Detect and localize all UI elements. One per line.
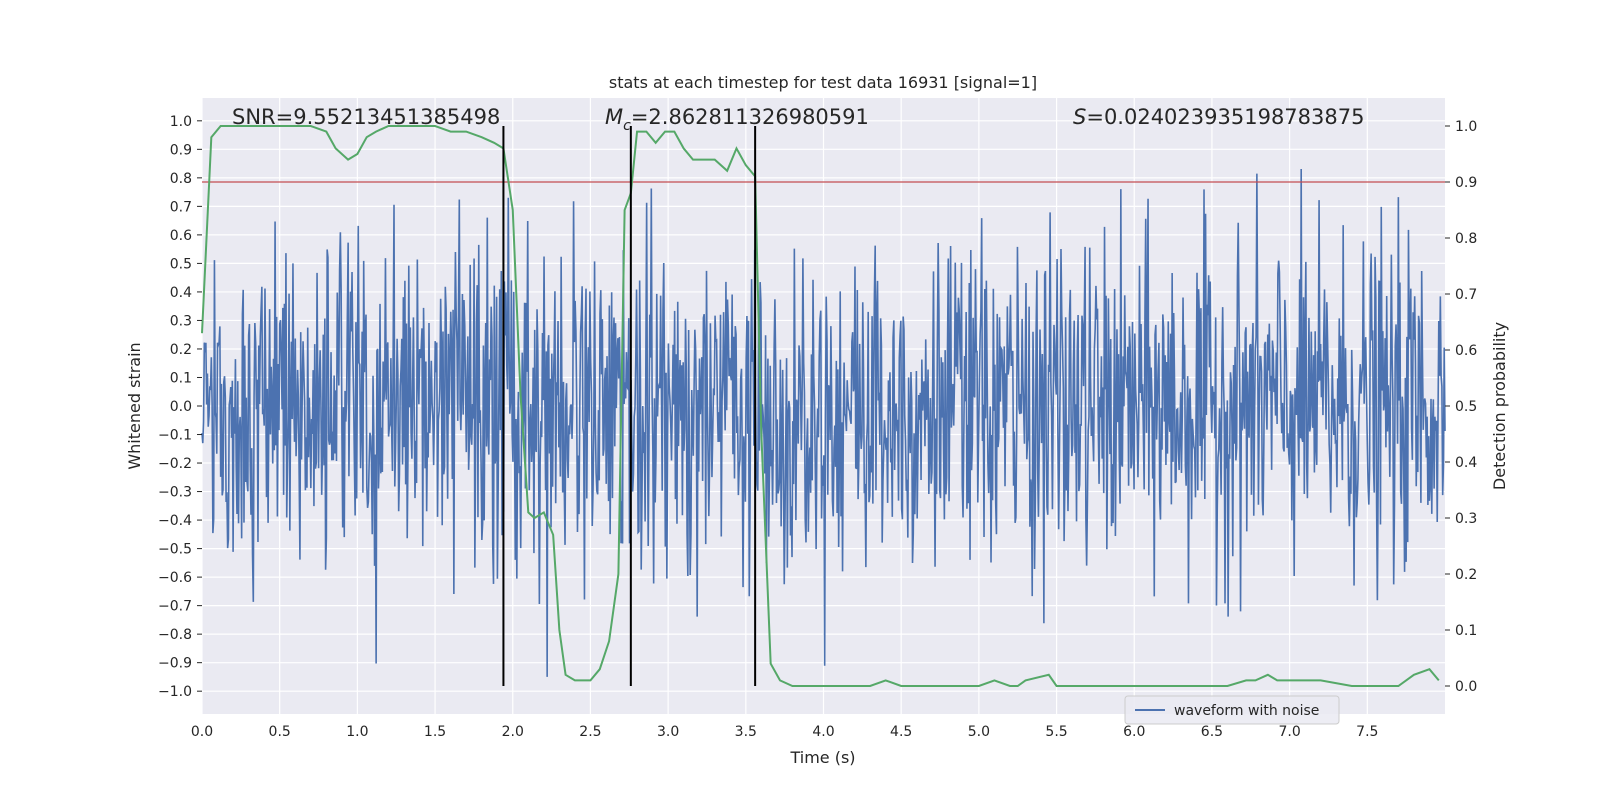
y-right-tick-label: 0.8 — [1455, 231, 1477, 247]
y-right-tick-label: 0.3 — [1455, 511, 1477, 527]
x-axis-ticks: 0.0 0.5 1.0 1.5 2.0 2.5 3.0 3.5 4.0 4.5 5.0 5.5 6.0 6… — [191, 724, 1379, 740]
legend-waveform-label: waveform with noise — [1174, 703, 1319, 719]
waveform-trace — [201, 169, 1446, 677]
x-tick-label: 5.0 — [968, 724, 990, 740]
x-tick-label: 4.5 — [890, 724, 912, 740]
chirp-mass-subscript: c — [623, 118, 631, 134]
s-annotation: S=0.024023935198783875 — [1073, 105, 1364, 129]
y-right-tick-label: 0.0 — [1455, 679, 1477, 695]
y-right-tick-label: 0.9 — [1455, 175, 1477, 191]
y-left-tick-label: 0.9 — [170, 142, 192, 158]
y-right-tick-label: 1.0 — [1455, 119, 1477, 135]
snr-annotation: SNR=9.55213451385498 — [232, 105, 500, 129]
x-tick-label: 7.0 — [1278, 724, 1300, 740]
y-left-tick-label: 0.2 — [170, 342, 192, 358]
y-left-axis-label: Whitened strain — [125, 342, 144, 469]
y-left-tick-label: 0.5 — [170, 256, 192, 272]
y-right-tick-label: 0.4 — [1455, 455, 1477, 471]
y-left-tick-label: 0.0 — [170, 399, 192, 415]
y-right-axis-ticks: 1.0 0.9 0.8 0.7 0.6 0.5 0.4 0.3 0.2 0.1 0.0 — [1445, 119, 1477, 695]
x-tick-label: 3.5 — [735, 724, 757, 740]
y-right-axis-label: Detection probability — [1490, 322, 1509, 490]
waveform-series — [201, 169, 1446, 677]
y-right-tick-label: 0.6 — [1455, 343, 1477, 359]
y-right-tick-label: 0.1 — [1455, 623, 1477, 639]
y-left-tick-label: 0.4 — [170, 285, 192, 301]
y-left-tick-label: −0.7 — [158, 599, 192, 615]
x-tick-label: 6.0 — [1123, 724, 1145, 740]
chart-title: stats at each timestep for test data 169… — [609, 73, 1037, 92]
legend-box — [1124, 695, 1340, 725]
x-tick-label: 0.5 — [269, 724, 291, 740]
y-left-tick-label: −0.1 — [158, 428, 192, 444]
y-right-tick-label: 0.7 — [1455, 287, 1477, 303]
y-left-tick-label: 0.1 — [170, 370, 192, 386]
x-tick-label: 2.5 — [579, 724, 601, 740]
y-right-tick-label: 0.5 — [1455, 399, 1477, 415]
y-left-tick-label: −0.8 — [158, 627, 192, 643]
y-left-axis-ticks: 1.0 0.9 0.8 0.7 0.6 0.5 0.4 0.3 0.2 0.1 0.0 −0.1 −0.… — [158, 114, 202, 700]
y-left-tick-label: 0.3 — [170, 313, 192, 329]
y-left-tick-label: −0.5 — [158, 542, 192, 558]
chirp-mass-value: =2.862811326980591 — [631, 105, 869, 129]
y-left-tick-label: −0.4 — [158, 513, 192, 529]
y-right-tick-label: 0.2 — [1455, 567, 1477, 583]
x-tick-label: 6.5 — [1201, 724, 1223, 740]
y-left-tick-label: 0.8 — [170, 171, 192, 187]
chirp-mass-symbol: M — [605, 105, 623, 129]
y-left-tick-label: −0.9 — [158, 656, 192, 672]
y-left-tick-label: 0.7 — [170, 199, 192, 215]
detection-probability-line — [201, 125, 1440, 687]
x-tick-label: 3.0 — [657, 724, 679, 740]
s-symbol: S — [1073, 105, 1086, 129]
x-tick-label: 0.0 — [191, 724, 213, 740]
x-tick-label: 1.5 — [424, 724, 446, 740]
x-tick-label: 5.5 — [1045, 724, 1067, 740]
s-value: =0.024023935198783875 — [1086, 105, 1364, 129]
y-left-tick-label: −0.2 — [158, 456, 192, 472]
chirp-mass-annotation: Mc=2.862811326980591 — [605, 105, 869, 134]
y-left-tick-label: −1.0 — [158, 684, 192, 700]
x-tick-label: 1.0 — [346, 724, 368, 740]
y-left-tick-label: 0.6 — [170, 228, 192, 244]
legend: waveform with noise — [1124, 695, 1340, 725]
x-axis-label: Time (s) — [789, 748, 855, 767]
x-tick-label: 4.0 — [812, 724, 834, 740]
x-tick-label: 7.5 — [1356, 724, 1378, 740]
y-left-tick-label: 1.0 — [170, 114, 192, 130]
x-tick-label: 2.0 — [502, 724, 524, 740]
y-left-tick-label: −0.6 — [158, 570, 192, 586]
vertical-marker-lines — [502, 126, 757, 686]
y-left-tick-label: −0.3 — [158, 485, 192, 501]
